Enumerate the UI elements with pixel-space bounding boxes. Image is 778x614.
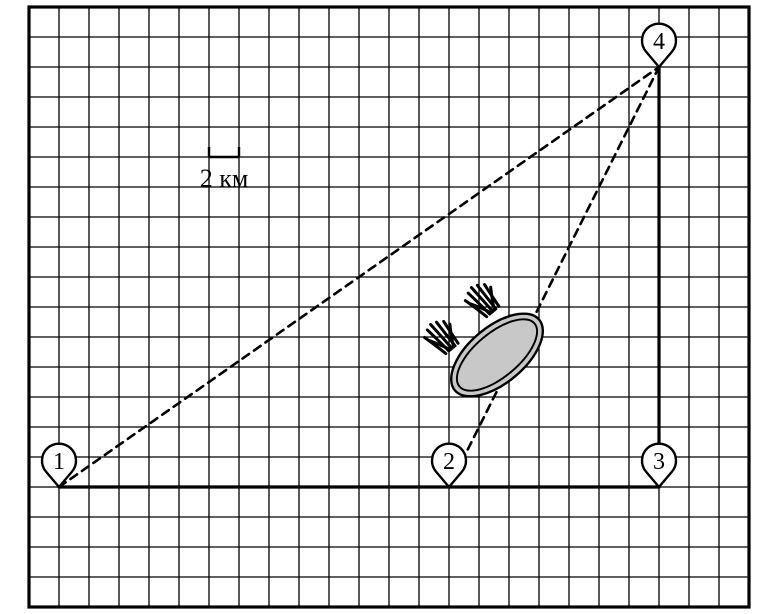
pin-label: 4 — [653, 29, 665, 55]
pin-label: 1 — [53, 449, 65, 475]
pin-label: 2 — [443, 449, 455, 475]
grid — [29, 7, 749, 607]
diagram-svg: 2 км 1 2 3 4 — [0, 0, 778, 614]
diagram-stage: 2 км 1 2 3 4 — [0, 0, 778, 614]
scale-label: 2 км — [200, 164, 249, 193]
pin-label: 3 — [653, 449, 665, 475]
